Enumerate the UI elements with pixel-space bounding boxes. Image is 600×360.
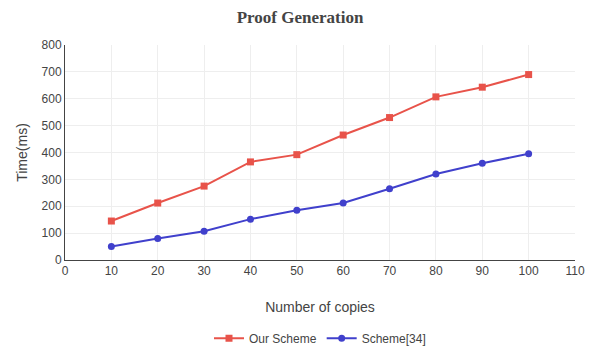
svg-text:Scheme[34]: Scheme[34] <box>362 332 426 346</box>
svg-text:400: 400 <box>42 146 62 160</box>
svg-text:200: 200 <box>42 199 62 213</box>
svg-text:80: 80 <box>429 264 443 278</box>
svg-text:100: 100 <box>42 226 62 240</box>
svg-text:90: 90 <box>476 264 490 278</box>
svg-text:Time(ms): Time(ms) <box>14 123 30 182</box>
svg-text:800: 800 <box>42 38 62 52</box>
svg-text:Number of copies: Number of copies <box>265 299 375 315</box>
svg-text:Our Scheme: Our Scheme <box>249 332 317 346</box>
svg-text:700: 700 <box>42 65 62 79</box>
svg-text:10: 10 <box>105 264 119 278</box>
svg-text:100: 100 <box>519 264 539 278</box>
svg-text:60: 60 <box>337 264 351 278</box>
svg-text:110: 110 <box>565 264 584 278</box>
svg-text:600: 600 <box>42 92 62 106</box>
svg-text:30: 30 <box>197 264 211 278</box>
svg-text:300: 300 <box>42 173 62 187</box>
svg-text:40: 40 <box>244 264 258 278</box>
svg-text:Proof Generation: Proof Generation <box>237 8 364 27</box>
svg-text:20: 20 <box>151 264 165 278</box>
svg-text:0: 0 <box>62 264 69 278</box>
svg-text:500: 500 <box>42 119 62 133</box>
svg-text:50: 50 <box>290 264 304 278</box>
svg-text:70: 70 <box>383 264 397 278</box>
svg-text:0: 0 <box>55 253 62 267</box>
